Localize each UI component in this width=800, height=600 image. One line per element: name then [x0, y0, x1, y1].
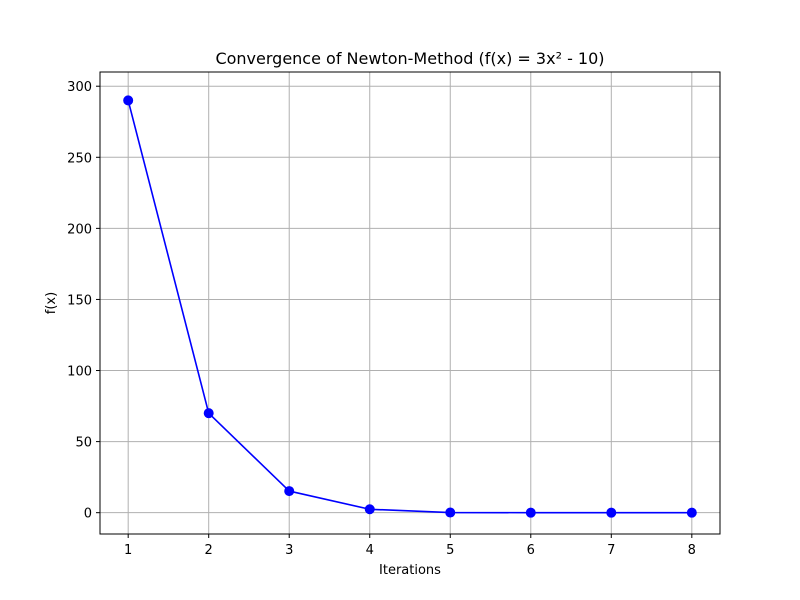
y-axis-label: f(x)	[44, 292, 59, 314]
series-group	[123, 95, 697, 518]
data-point	[364, 504, 375, 515]
y-tick-label: 50	[75, 436, 92, 451]
data-point	[525, 507, 536, 518]
x-tick-label: 8	[688, 543, 696, 558]
data-point	[686, 507, 697, 518]
data-point	[445, 507, 456, 518]
grid	[100, 72, 720, 534]
data-point	[203, 408, 214, 419]
y-tick-label: 300	[67, 80, 92, 95]
x-tick-label: 7	[607, 543, 615, 558]
y-tick-label: 200	[67, 222, 92, 237]
data-point	[123, 95, 134, 106]
y-tick-label: 250	[67, 151, 92, 166]
y-tick-label: 100	[67, 365, 92, 380]
x-tick-label: 6	[527, 543, 535, 558]
y-tick-label: 150	[67, 293, 92, 308]
x-tick-label: 1	[124, 543, 132, 558]
x-tick-label: 3	[285, 543, 293, 558]
series-line	[127, 100, 692, 514]
x-axis-label: Iterations	[379, 563, 441, 578]
plot-frame	[99, 71, 721, 535]
chart-title: Convergence of Newton-Method (f(x) = 3x²…	[215, 49, 604, 68]
x-tick-label: 4	[366, 543, 374, 558]
data-point	[284, 486, 295, 497]
data-point	[606, 507, 617, 518]
axis-ticks: 1 2 3 4 5 6 7 8 0 50 100 150 200 250 300	[67, 80, 696, 558]
y-tick-label: 0	[84, 507, 92, 522]
x-tick-label: 2	[205, 543, 213, 558]
x-tick-label: 5	[446, 543, 454, 558]
